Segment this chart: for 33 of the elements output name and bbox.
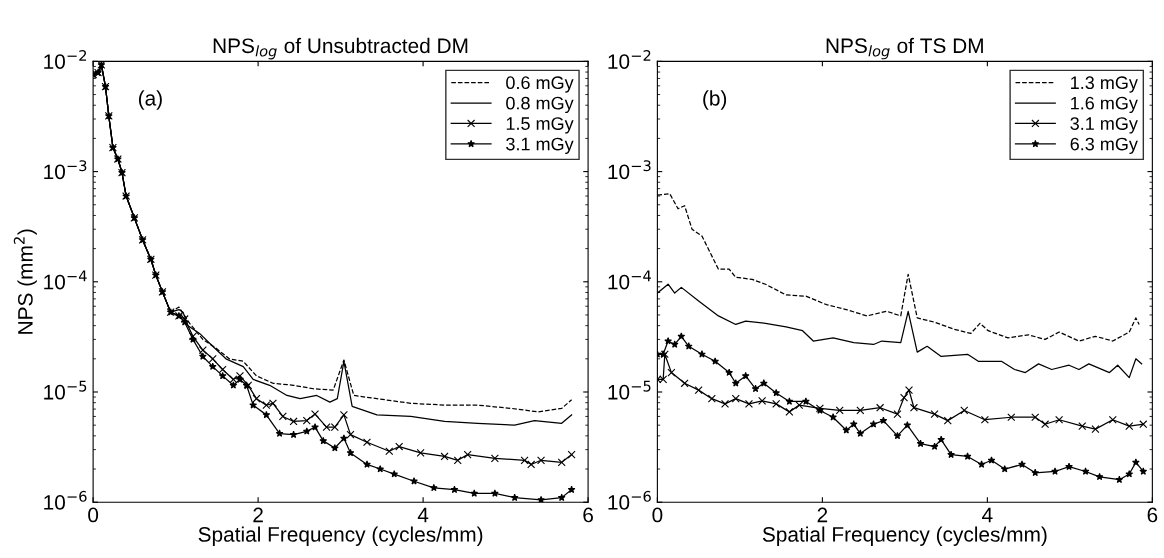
y-tick-label: 10$^{−4}$	[608, 270, 651, 290]
x-tick-label: 2	[253, 507, 263, 523]
y-tick-label: 10$^{−3}$	[608, 160, 651, 180]
legend-label: 1.5 mGy	[506, 117, 574, 134]
annotation: (b)	[703, 90, 727, 110]
x-tick-label: 4	[982, 507, 993, 523]
y-tick-label: 10$^{−5}$	[608, 380, 651, 400]
x-axis-title: Spatial Frequency (cycles/mm)	[198, 526, 483, 546]
y-tick-label: 10$^{−2}$	[608, 49, 651, 69]
y-tick-label: 10$^{−2}$	[44, 49, 87, 69]
x-tick-label: 0	[88, 507, 99, 523]
y-tick-label: 10$^{−6}$	[608, 490, 651, 510]
legend-label: 1.3 mGy	[1071, 76, 1138, 93]
y-axis-title: NPS (mm$^{2}$)	[13, 229, 37, 334]
chart-title: NPS$_{log}$ of Unsubtracted DM	[213, 37, 468, 60]
annotation: (a)	[138, 90, 162, 110]
x-tick-label: 0	[652, 507, 663, 523]
x-tick-label: 6	[1147, 507, 1158, 523]
legend-label: 6.3 mGy	[1070, 137, 1138, 154]
x-tick-label: 4	[417, 507, 429, 523]
y-tick-label: 10$^{−3}$	[44, 160, 87, 180]
legend-label: 3.1 mGy	[1070, 117, 1138, 134]
x-axis-title: Spatial Frequency (cycles/mm)	[762, 526, 1047, 546]
y-tick-label: 10$^{−6}$	[44, 490, 87, 510]
y-tick-label: 10$^{−4}$	[44, 270, 87, 290]
legend-label: 3.1 mGy	[506, 137, 574, 154]
legend-label: 0.8 mGy	[506, 96, 574, 114]
legend-label: 0.6 mGy	[506, 76, 574, 93]
x-tick-label: 6	[583, 507, 593, 523]
legend-label: 1.6 mGy	[1071, 96, 1138, 114]
y-tick-label: 10$^{−5}$	[44, 380, 87, 400]
chart-title: NPS$_{log}$ of TS DM	[826, 37, 983, 60]
x-tick-label: 2	[817, 507, 828, 523]
